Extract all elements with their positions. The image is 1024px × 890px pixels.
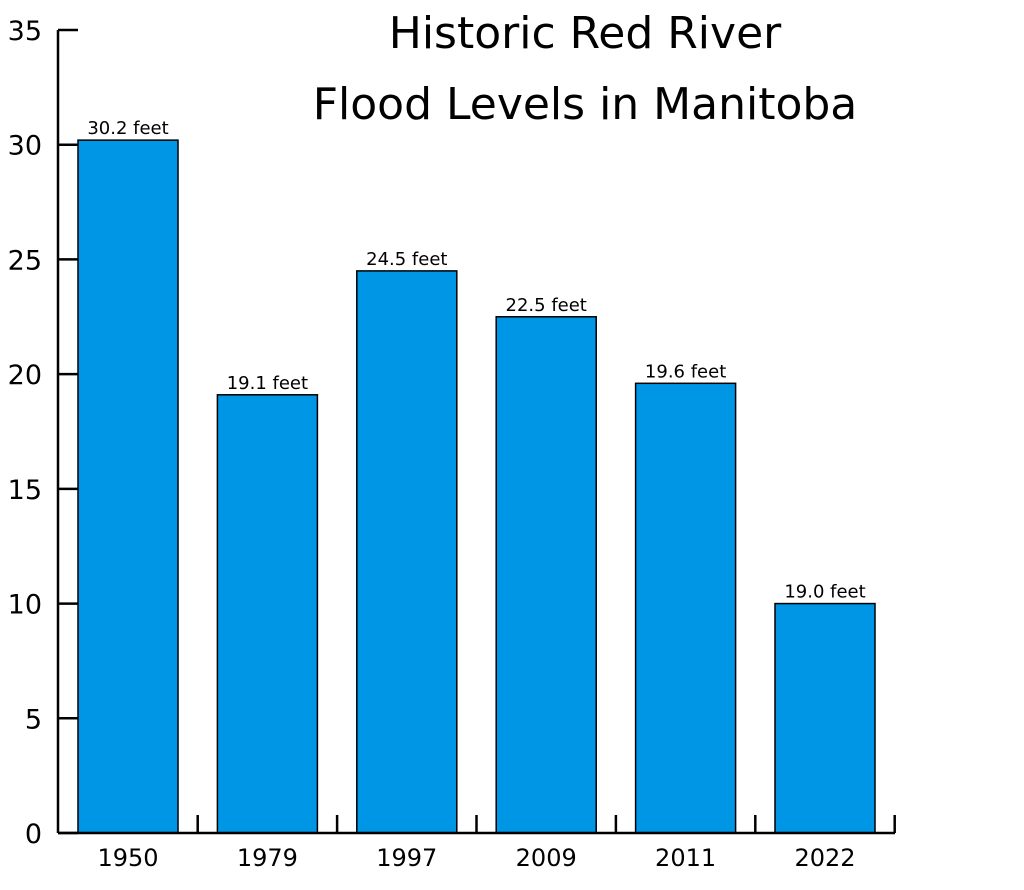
y-tick-label-0: 0 — [25, 819, 42, 850]
y-tick-label-25: 25 — [8, 245, 42, 276]
chart-title: Historic Red River Flood Levels in Manit… — [313, 8, 858, 130]
y-tick-label-30: 30 — [8, 131, 42, 162]
x-tick-label-1997: 1997 — [376, 844, 437, 872]
bar-1950 — [77, 139, 179, 834]
chart-title-line-1: Historic Red River — [389, 8, 782, 59]
axes-layer — [56, 30, 895, 835]
bar-1997 — [356, 270, 458, 834]
bar-2009 — [495, 316, 597, 834]
y-tick-label-35: 35 — [8, 16, 42, 47]
data-label-1997: 24.5 feet — [366, 249, 447, 270]
data-label-2011: 19.6 feet — [645, 361, 726, 382]
data-labels-layer: 30.2 feet 19.1 feet 24.5 feet 22.5 feet 19.6… — [87, 118, 865, 602]
bar-2011 — [634, 382, 737, 834]
bars-layer — [77, 139, 876, 834]
bar-1979 — [216, 394, 319, 834]
y-tick-label-5: 5 — [25, 704, 42, 735]
x-tick-label-2011: 2011 — [655, 844, 716, 872]
x-tick-label-2022: 2022 — [794, 844, 855, 872]
y-axis-ticks: 0 5 10 15 20 25 30 35 — [8, 16, 78, 850]
chart-title-line-2: Flood Levels in Manitoba — [313, 79, 858, 130]
x-tick-label-1979: 1979 — [237, 844, 298, 872]
y-tick-label-15: 15 — [8, 475, 42, 506]
y-tick-label-20: 20 — [8, 360, 42, 391]
bar-2022 — [774, 602, 876, 834]
data-label-1979: 19.1 feet — [227, 373, 308, 394]
x-tick-label-1950: 1950 — [97, 844, 158, 872]
data-label-1950: 30.2 feet — [87, 118, 168, 139]
x-tick-label-2009: 2009 — [516, 844, 577, 872]
x-axis-ticks: 1950 1979 1997 2009 2011 2022 — [97, 815, 896, 872]
y-tick-label-10: 10 — [8, 590, 42, 621]
data-label-2022: 19.0 feet — [784, 582, 865, 603]
data-label-2009: 22.5 feet — [506, 295, 587, 316]
